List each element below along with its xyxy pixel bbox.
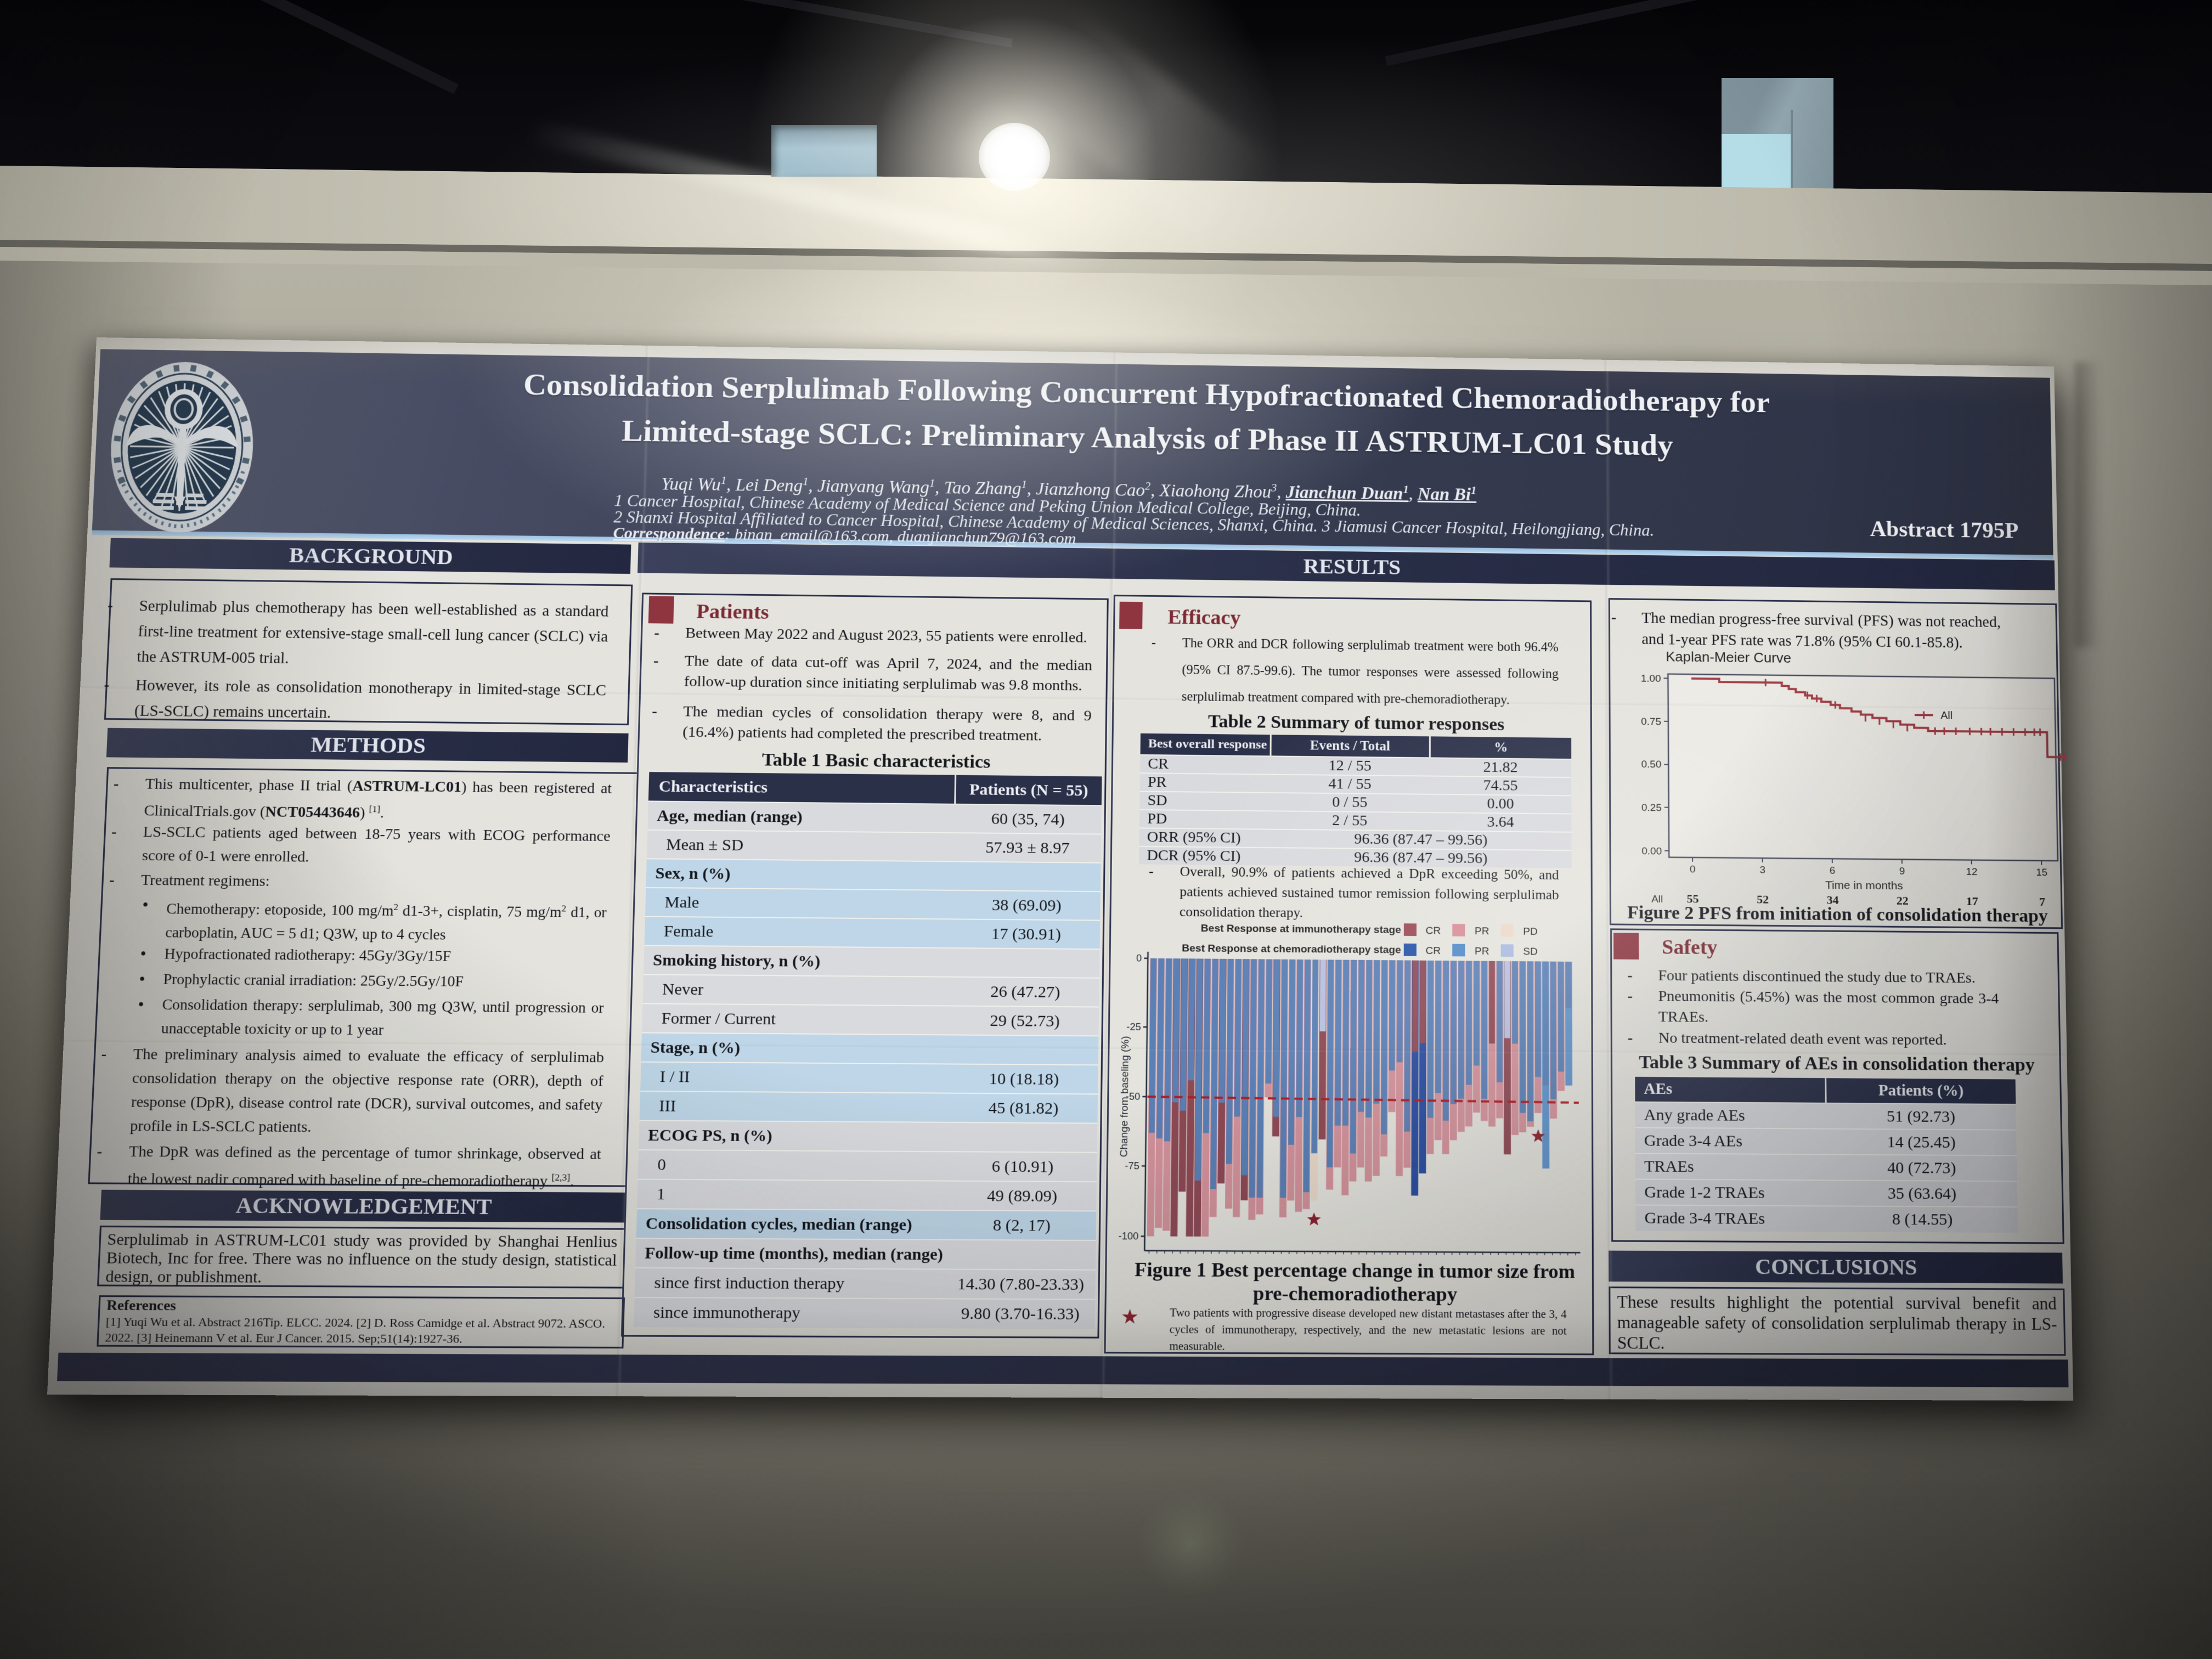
svg-text:0.75: 0.75: [1641, 715, 1661, 727]
svg-text:12: 12: [1966, 866, 1977, 877]
svg-text:7: 7: [2039, 895, 2045, 909]
svg-text:All: All: [1940, 710, 1953, 722]
svg-text:-100: -100: [1118, 1231, 1138, 1242]
svg-text:9: 9: [1899, 865, 1905, 877]
svg-text:All: All: [1651, 893, 1663, 905]
svg-text:34: 34: [1827, 894, 1839, 907]
svg-text:0: 0: [1136, 952, 1142, 963]
svg-text:0.50: 0.50: [1641, 758, 1662, 770]
svg-text:0.25: 0.25: [1641, 802, 1662, 813]
svg-text:Change from baseling (%): Change from baseling (%): [1118, 1036, 1131, 1157]
svg-text:-25: -25: [1126, 1022, 1141, 1032]
svg-text:Time in months: Time in months: [1825, 879, 1903, 892]
svg-text:55: 55: [1687, 892, 1699, 905]
svg-text:0.00: 0.00: [1641, 845, 1662, 856]
svg-text:22: 22: [1897, 894, 1909, 907]
svg-text:1.00: 1.00: [1641, 673, 1661, 684]
svg-text:6: 6: [1830, 865, 1836, 876]
svg-text:-75: -75: [1125, 1160, 1139, 1172]
svg-text:0: 0: [1690, 863, 1696, 874]
svg-text:17: 17: [1966, 895, 1978, 908]
svg-text:52: 52: [1757, 893, 1769, 906]
svg-text:-50: -50: [1126, 1091, 1141, 1102]
svg-text:3: 3: [1759, 864, 1765, 876]
svg-text:15: 15: [2036, 866, 2047, 878]
